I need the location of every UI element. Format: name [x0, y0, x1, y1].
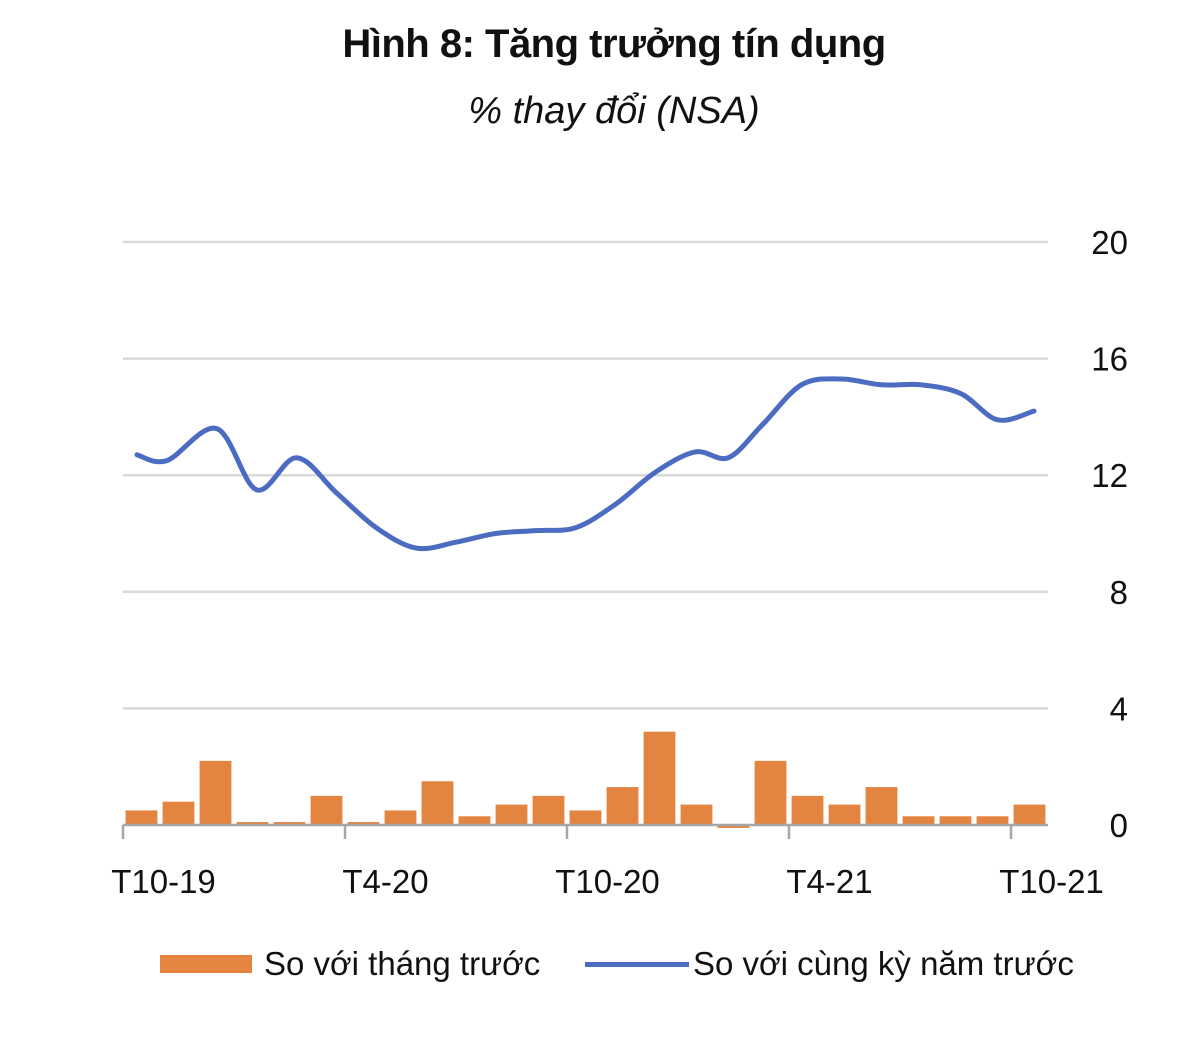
bar-monthly	[162, 801, 195, 825]
bar-monthly	[273, 822, 306, 825]
legend-swatch-line	[585, 961, 689, 967]
bar-monthly	[384, 810, 417, 825]
bar-monthly	[939, 816, 972, 825]
legend-label-yoy: So với cùng kỳ năm trước	[693, 945, 1074, 982]
x-tick-label: T10-21	[999, 863, 1104, 900]
x-tick-label: T10-20	[555, 863, 660, 900]
bar-monthly	[717, 825, 750, 828]
y-tick-label: 12	[1091, 457, 1128, 494]
x-tick-label: T4-21	[786, 863, 872, 900]
bar-monthly	[976, 816, 1009, 825]
chart-plot: 0 4 8 12 16 20 T10-19 T4-20 T10-20 T4-21 T10-21	[111, 224, 1128, 900]
x-tick-label: T10-19	[111, 863, 216, 900]
bar-monthly	[347, 822, 380, 825]
bar-monthly	[199, 760, 232, 825]
y-tick-label: 0	[1110, 807, 1128, 844]
bar-monthly	[754, 760, 787, 825]
bar-monthly	[1013, 804, 1046, 825]
legend-item-monthly: So với tháng trước	[160, 945, 540, 983]
y-tick-label: 20	[1091, 224, 1128, 261]
legend-label-monthly: So với tháng trước	[264, 945, 541, 982]
bar-monthly	[680, 804, 713, 825]
bar-monthly	[495, 804, 528, 825]
bar-monthly	[865, 787, 898, 825]
line-yoy	[134, 376, 1037, 552]
bar-monthly	[569, 810, 602, 825]
bar-monthly	[125, 810, 158, 825]
bar-monthly	[902, 816, 935, 825]
y-tick-label: 16	[1091, 341, 1128, 378]
bar-monthly	[236, 822, 269, 825]
y-tick-label: 4	[1110, 690, 1128, 727]
legend-item-yoy: So với cùng kỳ năm trước	[585, 945, 1074, 983]
chart-title: Hình 8: Tăng trưởng tín dụng	[342, 22, 886, 66]
legend: So với tháng trước So với cùng kỳ năm tr…	[0, 945, 1200, 995]
bar-monthly	[791, 795, 824, 825]
legend-swatch-bar	[160, 955, 252, 973]
bar-monthly	[606, 787, 639, 825]
bar-monthly	[458, 816, 491, 825]
bar-monthly	[828, 804, 861, 825]
bar-monthly	[643, 731, 676, 825]
x-tick-label: T4-20	[342, 863, 428, 900]
chart-subtitle: % thay đổi (NSA)	[468, 90, 760, 132]
bar-monthly	[310, 795, 343, 825]
bar-monthly	[421, 781, 454, 825]
y-tick-label: 8	[1110, 574, 1128, 611]
bar-monthly	[532, 795, 565, 825]
